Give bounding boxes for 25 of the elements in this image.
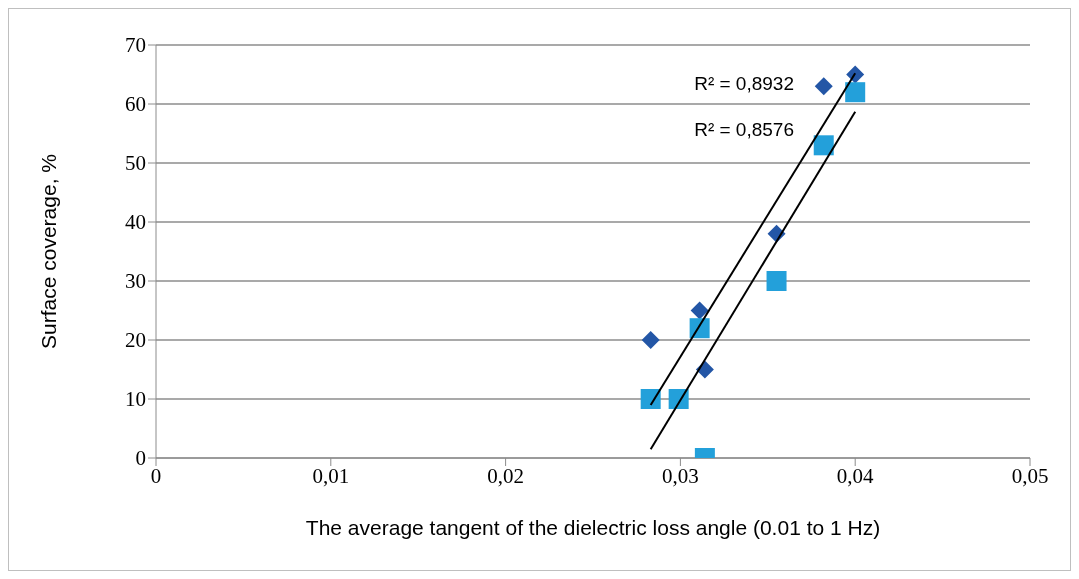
x-tick-label: 0,01 — [312, 463, 350, 488]
point — [813, 135, 834, 156]
annotation: R² = 0,8576 — [694, 119, 794, 141]
annotation: R² = 0,8932 — [694, 73, 794, 95]
x-axis-title: The average tangent of the dielectric loss angle (0.01 to 1 Hz) — [305, 515, 881, 539]
point — [845, 82, 866, 103]
point — [690, 301, 709, 320]
y-tick-label: 10 — [125, 387, 146, 412]
y-tick-label: 40 — [125, 210, 146, 235]
x-tick-label: 0,03 — [662, 463, 699, 488]
y-tick-label: 30 — [125, 269, 146, 294]
y-tick-label: 20 — [125, 328, 146, 353]
point — [814, 77, 833, 96]
x-tick-label: 0,05 — [1011, 463, 1049, 488]
y-tick-label: 50 — [125, 151, 146, 176]
point — [640, 389, 661, 409]
point — [766, 271, 787, 291]
y-axis-title: Surface coverage, % — [37, 154, 61, 349]
point — [641, 331, 660, 349]
x-tick-label: 0,02 — [487, 463, 524, 488]
x-tick-label: 0,04 — [836, 463, 875, 488]
y-tick-label: 70 — [125, 33, 146, 58]
x-tick-label: 0 — [150, 463, 162, 488]
y-tick-label: 60 — [125, 92, 146, 117]
y-tick-label: 0 — [135, 446, 146, 471]
